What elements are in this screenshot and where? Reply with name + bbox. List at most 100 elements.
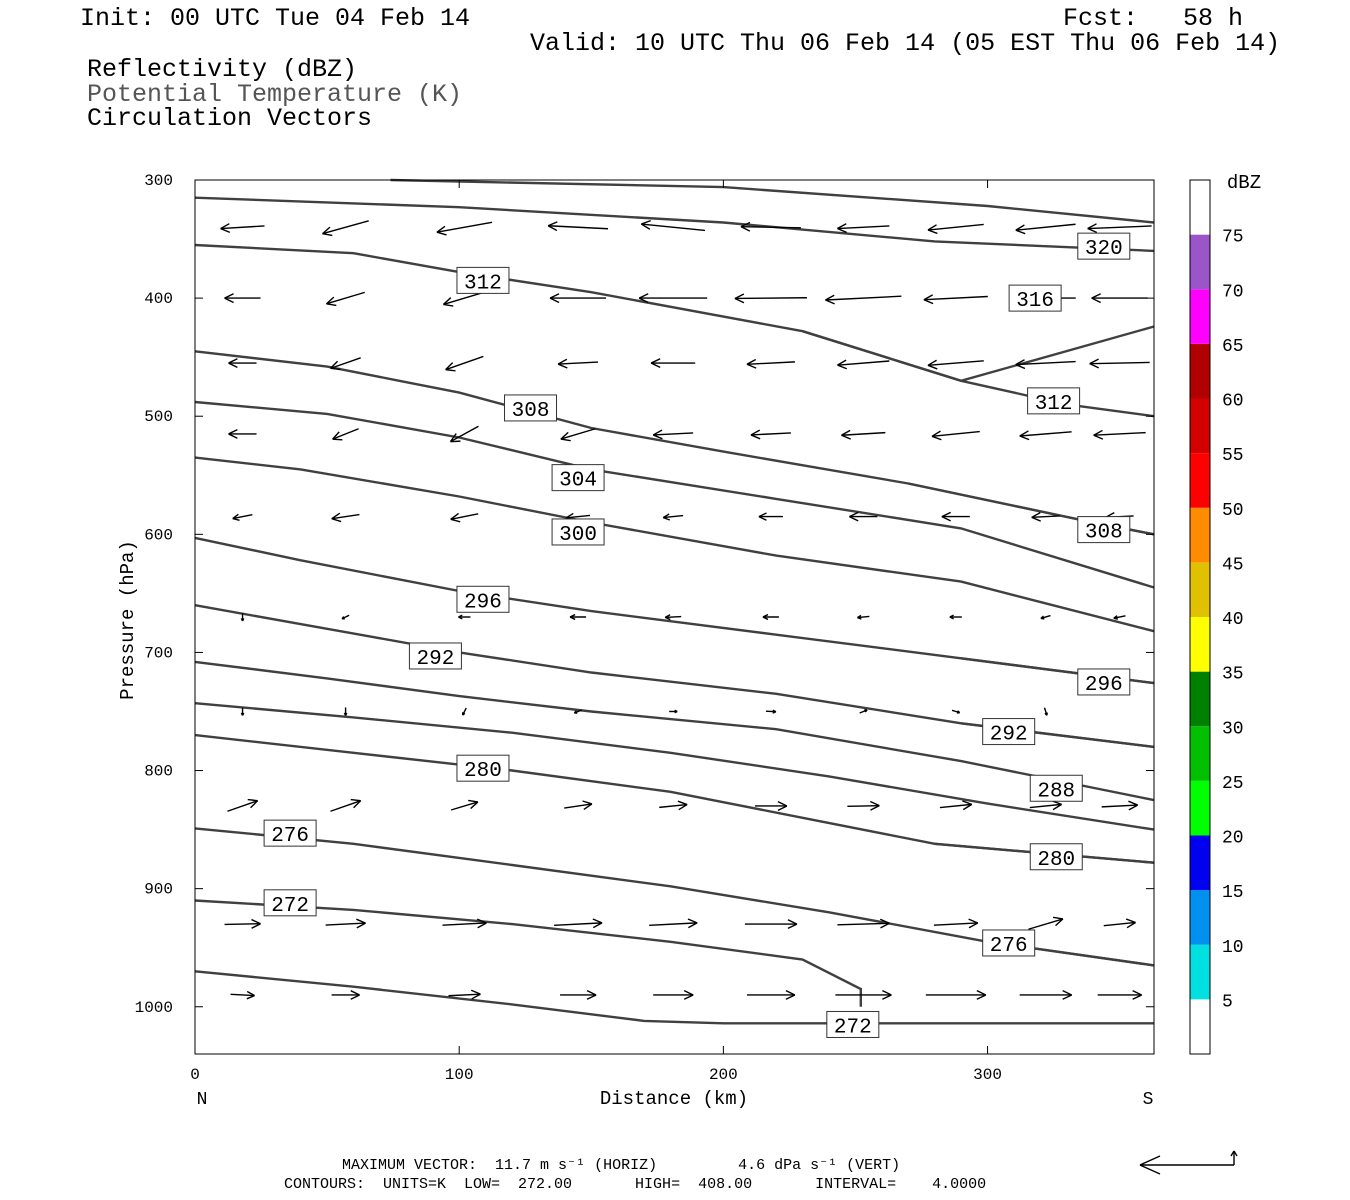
- circulation-vector: [445, 355, 484, 372]
- contour-label-box: [1027, 387, 1081, 415]
- vector-head: [927, 229, 938, 235]
- vector-shaft: [332, 428, 359, 440]
- vector-head: [470, 801, 479, 810]
- circulation-vector: [662, 513, 684, 521]
- vector-head: [240, 712, 244, 716]
- vector-shaft: [659, 803, 688, 809]
- vector-head: [356, 922, 366, 929]
- theta-contour-line: [194, 702, 1155, 831]
- circulation-vector: [573, 709, 583, 714]
- vector-head: [1015, 224, 1025, 231]
- vector-head: [547, 221, 558, 227]
- vector-head: [436, 225, 446, 233]
- circulation-vector: [847, 800, 880, 811]
- axes: 0 100 200 300 300 400 500 600 700 800 900 1000: [135, 172, 1154, 1084]
- vector-head: [251, 918, 261, 925]
- circulation-vector: [325, 291, 365, 307]
- vector-head: [1055, 918, 1064, 927]
- circulation-vector: [650, 358, 696, 369]
- circulation-vector: [458, 614, 471, 620]
- vector-shaft: [560, 428, 596, 440]
- colorbar-segment: [1190, 289, 1210, 344]
- vector-head: [341, 616, 345, 620]
- circulation-vector: [1101, 800, 1138, 811]
- circulation-vector: [825, 294, 902, 305]
- vector-shaft: [232, 513, 253, 520]
- vector-head: [1044, 712, 1048, 716]
- vector-head: [968, 918, 979, 924]
- colorbar-title: dBZ: [1227, 172, 1261, 194]
- vector-head: [228, 429, 238, 435]
- vector-shaft: [1087, 225, 1152, 230]
- contour-label-box: [1008, 284, 1062, 312]
- colorbar-segment: [1190, 507, 1210, 563]
- circulation-vector: [1040, 614, 1051, 620]
- contour-label: 280: [464, 760, 502, 783]
- vector-head: [330, 367, 341, 371]
- circulation-vector: [232, 513, 253, 521]
- vector-head: [652, 429, 663, 436]
- contour-label: 272: [271, 895, 309, 918]
- field-circulation-vectors: Circulation Vectors: [87, 104, 373, 133]
- contour-label-box: [1029, 774, 1083, 802]
- vector-head: [777, 800, 788, 807]
- vector-head: [870, 800, 880, 807]
- circulation-vector: [564, 800, 593, 810]
- contour-label-box: [1029, 843, 1083, 871]
- vector-head: [750, 434, 761, 440]
- x-axis-left-endpoint: N: [197, 1090, 208, 1110]
- vector-head: [740, 221, 751, 228]
- circulation-vector: [1091, 293, 1148, 304]
- vector-head: [662, 513, 670, 519]
- vector-head: [1125, 918, 1136, 924]
- vector-shaft: [450, 513, 479, 521]
- circulation-vector: [659, 800, 688, 811]
- contour-label: 316: [1016, 290, 1054, 313]
- vector-shaft: [1015, 223, 1076, 231]
- vector-shaft: [663, 514, 684, 519]
- vector-shaft: [450, 801, 479, 811]
- theta-contour-line: [194, 196, 1155, 253]
- vector-head: [476, 918, 487, 924]
- vector-shaft: [837, 360, 890, 366]
- vector-shaft: [548, 225, 609, 230]
- vector-shaft: [825, 295, 902, 301]
- contour-label-box: [1077, 668, 1131, 696]
- circulation-vector: [560, 989, 597, 1000]
- vector-shaft: [837, 922, 890, 926]
- vector-shaft: [841, 431, 886, 436]
- vector-head: [326, 303, 337, 307]
- vector-head: [1052, 803, 1062, 811]
- circulation-vector: [554, 918, 603, 929]
- circulation-vector: [1015, 359, 1076, 370]
- vector-head: [678, 803, 688, 811]
- vector-head: [450, 518, 461, 523]
- circulation-vector: [322, 220, 369, 237]
- vector-shaft: [847, 804, 880, 807]
- vector-head: [560, 431, 569, 440]
- vector-shaft: [1019, 431, 1072, 437]
- contour-label: 296: [464, 591, 502, 614]
- vector-head: [1031, 511, 1041, 518]
- vector-head: [1015, 359, 1025, 366]
- vector-shaft: [326, 291, 365, 305]
- vector-head: [968, 922, 979, 929]
- circulation-vector: [939, 800, 973, 811]
- circulation-vector: [927, 359, 984, 370]
- vector-head: [450, 440, 461, 443]
- vector-head: [941, 511, 951, 518]
- circulation-vector: [1089, 358, 1150, 369]
- vector-head: [1015, 229, 1026, 235]
- vector-head: [674, 710, 678, 714]
- vector-shaft: [1015, 360, 1076, 366]
- contour-info: CONTOURS: UNITS=K LOW= 272.00 HIGH= 408.…: [284, 1176, 987, 1193]
- vector-head: [640, 223, 651, 230]
- circulation-vector: [547, 221, 609, 232]
- contour-label: 272: [834, 1016, 872, 1039]
- vector-head: [841, 434, 851, 440]
- circulation-vector: [1019, 989, 1072, 1000]
- circulation-vector: [841, 429, 886, 440]
- y-axis-label: Pressure (hPa): [117, 540, 139, 700]
- colorbar-level-label: 45: [1222, 555, 1244, 575]
